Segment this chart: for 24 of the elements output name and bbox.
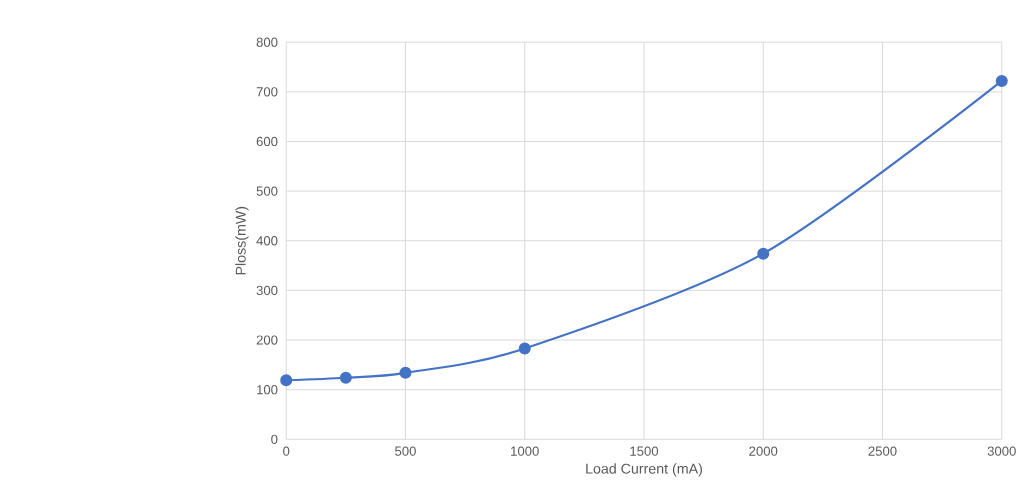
y-tick-label: 0 [271, 434, 278, 444]
y-axis-title: Ploss(mW) [235, 206, 249, 275]
y-tick-label: 500 [256, 186, 278, 196]
y-tick-label: 100 [257, 384, 278, 395]
point [757, 247, 770, 260]
y-tick-label: 200 [256, 335, 278, 345]
x-tick-label: 0 [283, 446, 290, 456]
y-tick-label: 700 [256, 87, 278, 97]
x-tick-label: 1000 [511, 446, 539, 456]
x-tick-label: 1500 [630, 446, 659, 456]
point [995, 74, 1008, 87]
y-tick-label: 600 [256, 136, 278, 147]
x-tick-label: 2500 [868, 446, 897, 456]
point [339, 371, 352, 384]
point [399, 366, 412, 379]
y-tick-label: 300 [256, 285, 278, 295]
point [280, 374, 293, 387]
x-tick-label: 500 [395, 446, 416, 456]
y-tick-label: 400 [256, 236, 278, 246]
x-tick-label: 3000 [987, 446, 1016, 456]
x-tick-label: 2000 [749, 446, 778, 456]
y-tick-label: 800 [256, 37, 278, 47]
point [518, 342, 531, 355]
x-axis-title: Load Current (mA) [586, 463, 702, 477]
